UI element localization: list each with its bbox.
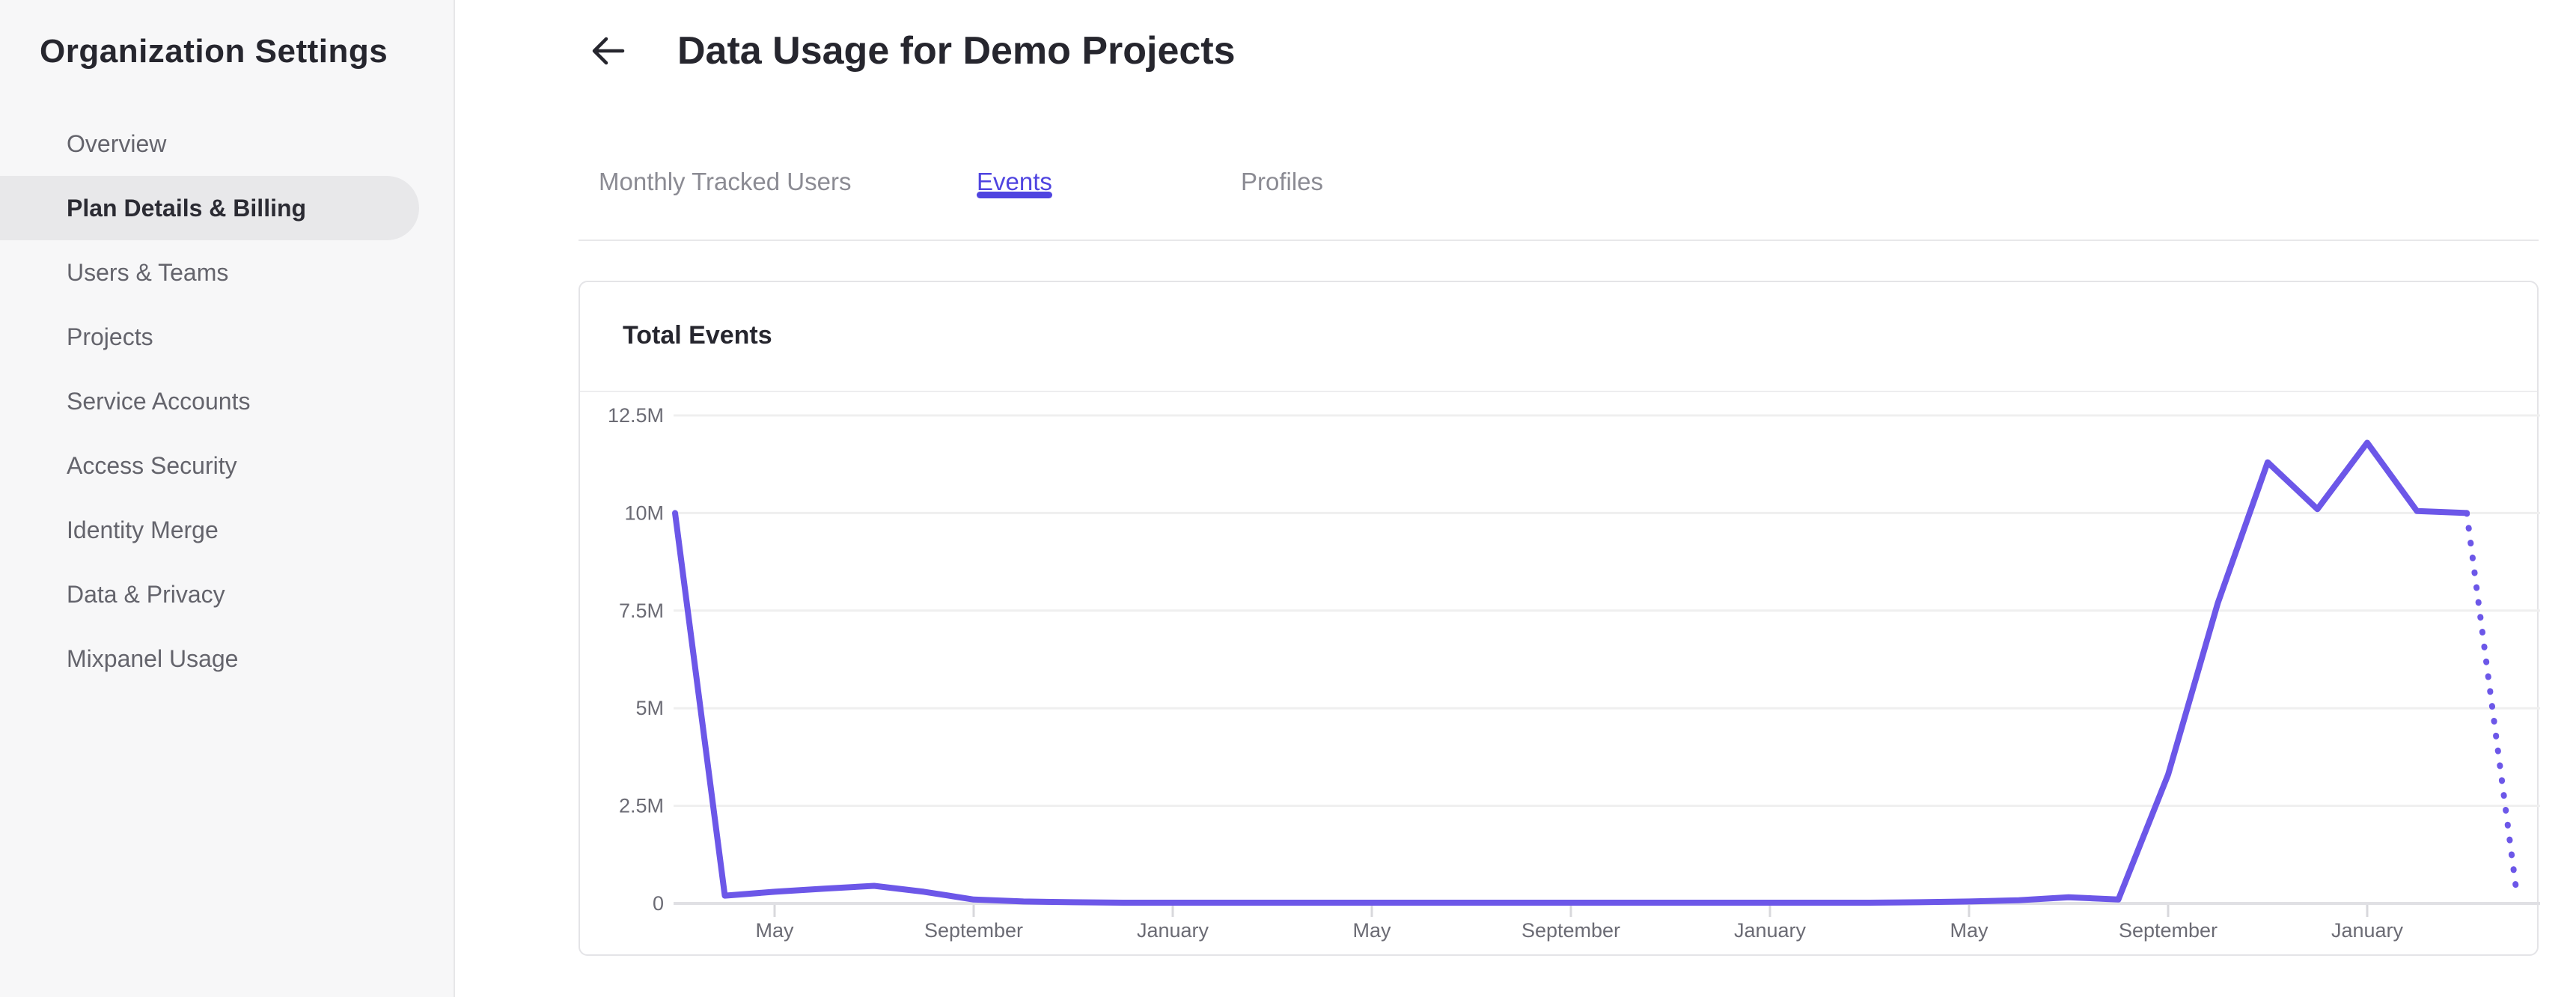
x-tick-label: May bbox=[1950, 919, 1989, 942]
x-tick-label: May bbox=[1352, 919, 1391, 942]
series-line bbox=[672, 439, 2470, 906]
projection-line bbox=[2464, 510, 2520, 895]
y-tick-label: 10M bbox=[624, 501, 664, 524]
card-divider bbox=[580, 391, 2537, 392]
sidebar-item-access-security[interactable]: Access Security bbox=[67, 451, 237, 479]
y-tick-label: 5M bbox=[635, 697, 664, 719]
total-events-chart[interactable]: 12.5M 10M 7.5M 5M 2.5M 0 May September January Ma… bbox=[580, 282, 2540, 957]
active-tab-underline bbox=[977, 192, 1052, 198]
x-tick-label: January bbox=[1734, 919, 1807, 942]
sidebar-item-projects[interactable]: Projects bbox=[67, 323, 153, 350]
tab-bar-rule bbox=[579, 240, 2539, 241]
sidebar-item-identity-merge[interactable]: Identity Merge bbox=[67, 516, 219, 543]
sidebar-item-service-accounts[interactable]: Service Accounts bbox=[67, 387, 251, 415]
sidebar-item-overview[interactable]: Overview bbox=[67, 129, 167, 157]
x-tick-label: January bbox=[1137, 919, 1209, 942]
page-title: Data Usage for Demo Projects bbox=[677, 29, 1236, 73]
y-tick-label: 7.5M bbox=[619, 600, 664, 622]
left-arrow-icon bbox=[592, 37, 625, 65]
x-tick-label: January bbox=[2331, 919, 2404, 942]
tab-events[interactable]: Events bbox=[977, 168, 1052, 198]
tab-bar: Monthly Tracked Users Events Profiles bbox=[579, 157, 2539, 241]
sidebar-nav: Overview Plan Details & Billing Users & Te… bbox=[0, 112, 455, 691]
back-button[interactable] bbox=[588, 31, 627, 70]
y-tick-label: 2.5M bbox=[619, 795, 664, 817]
y-tick-label: 0 bbox=[653, 892, 664, 915]
x-tick-label: September bbox=[2119, 919, 2218, 942]
sidebar-item-mixpanel-usage[interactable]: Mixpanel Usage bbox=[67, 644, 239, 672]
tab-monthly-tracked-users[interactable]: Monthly Tracked Users bbox=[599, 168, 852, 195]
card-title: Total Events bbox=[623, 321, 772, 350]
total-events-card: Total Events 12.5M 10M 7.5M 5M 2.5M 0 May Septe… bbox=[579, 281, 2540, 957]
tab-profiles[interactable]: Profiles bbox=[1241, 168, 1324, 195]
x-tick-label: May bbox=[755, 919, 794, 942]
sidebar-item-users-teams[interactable]: Users & Teams bbox=[67, 258, 229, 286]
sidebar: Organization Settings Overview Plan Detai… bbox=[0, 0, 455, 997]
sidebar-item-data-privacy[interactable]: Data & Privacy bbox=[67, 580, 225, 608]
x-tick-label: September bbox=[1522, 919, 1620, 942]
x-tick-label: September bbox=[924, 919, 1023, 942]
sidebar-title: Organization Settings bbox=[40, 33, 388, 70]
sidebar-item-plan-details-billing[interactable]: Plan Details & Billing bbox=[0, 176, 419, 240]
y-tick-label: 12.5M bbox=[608, 404, 664, 427]
